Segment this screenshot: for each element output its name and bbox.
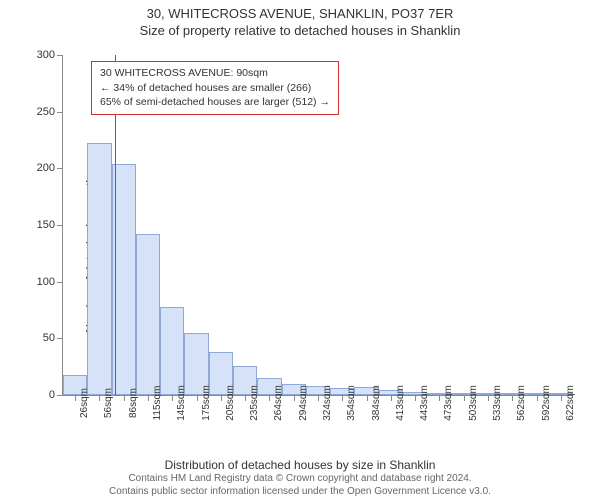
x-tick <box>367 395 368 401</box>
y-tick-label: 0 <box>49 389 55 401</box>
chart-container: 30, WHITECROSS AVENUE, SHANKLIN, PO37 7E… <box>0 0 600 500</box>
annotation-box: 30 WHITECROSS AVENUE: 90sqm← 34% of deta… <box>91 61 339 115</box>
x-tick <box>197 395 198 401</box>
y-tick <box>57 282 63 283</box>
footer-attribution: Contains HM Land Registry data © Crown c… <box>0 472 600 498</box>
x-tick <box>391 395 392 401</box>
y-tick-label: 100 <box>37 276 55 288</box>
x-tick-label: 443sqm <box>419 385 430 421</box>
x-tick <box>561 395 562 401</box>
x-tick-label: 533sqm <box>492 385 503 421</box>
x-tick <box>537 395 538 401</box>
y-tick-label: 150 <box>37 219 55 231</box>
y-tick <box>57 225 63 226</box>
x-tick-label: 503sqm <box>468 385 479 421</box>
footer-line2: Contains public sector information licen… <box>0 485 600 498</box>
footer-line1: Contains HM Land Registry data © Crown c… <box>0 472 600 485</box>
x-tick-label: 592sqm <box>541 385 552 421</box>
x-tick <box>269 395 270 401</box>
y-tick-label: 200 <box>37 162 55 174</box>
x-tick-label: 473sqm <box>443 385 454 421</box>
x-tick <box>342 395 343 401</box>
x-tick <box>148 395 149 401</box>
y-tick <box>57 338 63 339</box>
x-tick-label: 622sqm <box>565 385 576 421</box>
x-tick <box>245 395 246 401</box>
y-tick <box>57 168 63 169</box>
histogram-bar <box>160 307 184 395</box>
histogram-bar <box>87 143 111 395</box>
y-tick <box>57 55 63 56</box>
x-tick <box>75 395 76 401</box>
x-tick <box>512 395 513 401</box>
histogram-bar <box>136 234 160 395</box>
x-tick-label: 413sqm <box>395 385 406 421</box>
annotation-line2: ← 34% of detached houses are smaller (26… <box>100 81 330 96</box>
x-axis-label: Distribution of detached houses by size … <box>0 458 600 472</box>
y-tick-label: 50 <box>43 332 55 344</box>
annotation-line1: 30 WHITECROSS AVENUE: 90sqm <box>100 66 330 81</box>
y-tick-label: 300 <box>37 49 55 61</box>
x-tick <box>294 395 295 401</box>
annotation-line3: 65% of semi-detached houses are larger (… <box>100 95 330 110</box>
x-tick <box>221 395 222 401</box>
x-tick <box>318 395 319 401</box>
x-tick <box>439 395 440 401</box>
x-tick <box>172 395 173 401</box>
x-tick-label: 562sqm <box>516 385 527 421</box>
chart-plot-area: 05010015020025030026sqm56sqm86sqm115sqm1… <box>62 55 573 396</box>
title-sub: Size of property relative to detached ho… <box>0 21 600 38</box>
title-main: 30, WHITECROSS AVENUE, SHANKLIN, PO37 7E… <box>0 0 600 21</box>
x-tick <box>488 395 489 401</box>
x-tick <box>99 395 100 401</box>
y-tick-label: 250 <box>37 106 55 118</box>
x-tick <box>464 395 465 401</box>
y-tick <box>57 112 63 113</box>
y-tick <box>57 395 63 396</box>
x-tick <box>415 395 416 401</box>
x-tick <box>124 395 125 401</box>
